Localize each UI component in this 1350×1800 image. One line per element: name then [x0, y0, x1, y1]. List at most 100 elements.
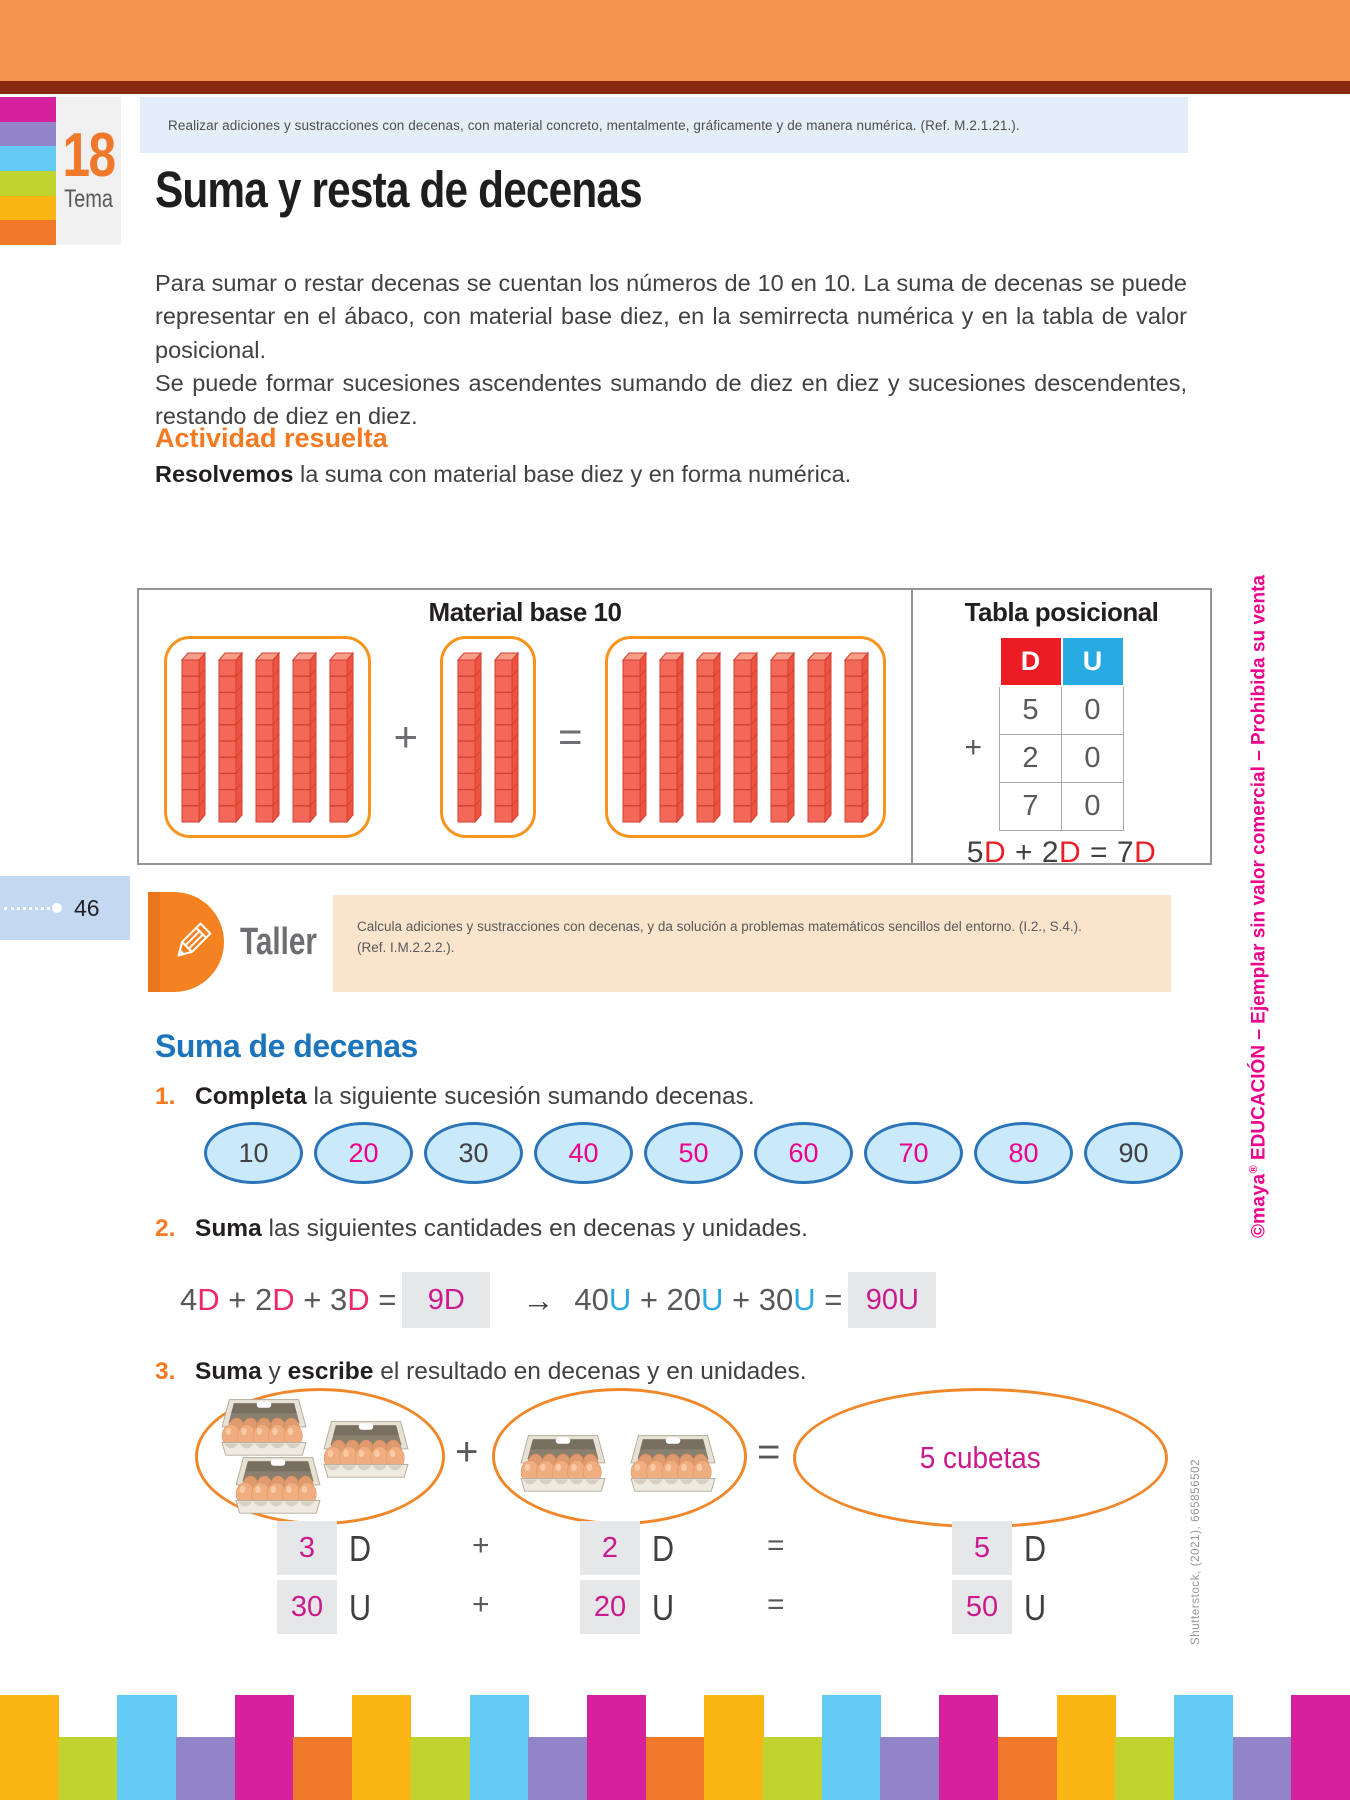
- header-band: [0, 0, 1350, 81]
- sequence-oval: 90: [1084, 1122, 1183, 1184]
- footer-bar: [645, 1737, 705, 1800]
- place-value-cell: 0: [1061, 685, 1124, 735]
- exercise-3-number: 3.: [155, 1358, 176, 1385]
- base10-rod: [769, 651, 795, 823]
- base10-rod: [621, 651, 647, 823]
- base10-rod: [218, 651, 244, 823]
- place-value-title: Tabla posicional: [964, 597, 1159, 627]
- place-value-cell: 0: [1061, 734, 1124, 783]
- tema-label: Tema: [64, 185, 113, 214]
- answer-box-3d[interactable]: 3: [277, 1521, 337, 1575]
- place-value-header: U: [1060, 636, 1125, 687]
- footer-bar: [1232, 1737, 1292, 1800]
- footer-bar: [821, 1695, 881, 1800]
- base10-rod: [658, 651, 684, 823]
- sequence-oval[interactable]: 80: [974, 1122, 1073, 1184]
- sequence-oval[interactable]: 60: [754, 1122, 853, 1184]
- answer-box-20u[interactable]: 20: [580, 1580, 640, 1634]
- material-base10-title: Material base 10: [428, 597, 622, 627]
- egg-group-2: [492, 1388, 747, 1525]
- diagram-equals-sign: =: [757, 1430, 781, 1474]
- base10-rod: [732, 651, 758, 823]
- answer-box-5d[interactable]: 5: [952, 1521, 1012, 1575]
- egg-carton: [520, 1435, 606, 1492]
- sequence-oval[interactable]: 50: [644, 1122, 743, 1184]
- answer-box-50u[interactable]: 50: [952, 1580, 1012, 1634]
- footer-bar: [704, 1695, 764, 1800]
- answer-box-90u[interactable]: 90U: [848, 1272, 937, 1328]
- publisher-watermark: ©maya® EDUCACIÓN – Ejemplar sin valor co…: [1248, 575, 1270, 1238]
- color-stripe: [0, 146, 56, 172]
- place-value-cell: 0: [1061, 782, 1124, 831]
- arrow-icon: →: [522, 1281, 555, 1318]
- section-heading: Suma de decenas: [155, 1028, 418, 1064]
- place-value-cell: 5: [999, 685, 1062, 735]
- base10-rod: [255, 651, 281, 823]
- base10-rod: [181, 651, 207, 823]
- tens-unit-label: D: [651, 1528, 675, 1569]
- exercise-2-text: Suma las siguientes cantidades en decena…: [195, 1215, 808, 1242]
- sequence-oval[interactable]: 20: [314, 1122, 413, 1184]
- sequence-oval[interactable]: 40: [534, 1122, 633, 1184]
- footer-bar: [939, 1695, 999, 1800]
- footer-bar: [234, 1695, 294, 1800]
- place-value-header: D: [998, 636, 1063, 687]
- answer-row-tens: 3 D + 2 D = 5 D: [155, 1521, 1190, 1577]
- exercise-3-text: Suma y escribe el resultado en decenas y…: [195, 1358, 807, 1385]
- tema-number: 18: [62, 120, 117, 190]
- footer-bar: [997, 1737, 1057, 1800]
- place-value-cell: 2: [999, 734, 1062, 783]
- equation-tens: 4D + 2D + 3D =: [180, 1282, 397, 1317]
- answer-box-9d[interactable]: 9D: [402, 1272, 491, 1328]
- exercise-2-heading: 2. Suma las siguientes cantidades en dec…: [155, 1215, 808, 1243]
- material-base10-panel: Material base 10 + =: [139, 590, 913, 863]
- sequence-oval: 10: [204, 1122, 303, 1184]
- exercise-1-heading: 1. Completa la siguiente sucesión sumand…: [155, 1083, 755, 1111]
- base10-rod: [695, 651, 721, 823]
- sequence-oval[interactable]: 70: [864, 1122, 963, 1184]
- egg-carton: [221, 1399, 307, 1456]
- sequence-oval: 30: [424, 1122, 523, 1184]
- exercise-3-heading: 3. Suma y escribe el resultado en decena…: [155, 1358, 807, 1386]
- row-equals-sign: =: [767, 1588, 785, 1621]
- footer-bar: [293, 1737, 353, 1800]
- number-sequence: 10 20 30 40 50 60 70 80 90: [204, 1122, 1183, 1184]
- result-ellipse[interactable]: 5 cubetas: [793, 1388, 1168, 1528]
- footer-bar: [469, 1695, 529, 1800]
- tema-badge: 18 Tema: [56, 97, 121, 245]
- curriculum-reference-text: Realizar adiciones y sustracciones con d…: [168, 117, 1020, 133]
- color-stripe: [0, 171, 56, 196]
- footer-bar: [1115, 1737, 1175, 1800]
- rod-group-5: [164, 636, 372, 838]
- pencil-icon: [177, 922, 212, 957]
- leader-dot: [52, 903, 62, 913]
- maya-logo: maya: [1248, 1173, 1270, 1224]
- exercise-1-number: 1.: [155, 1083, 176, 1110]
- exercise-2-number: 2.: [155, 1215, 176, 1242]
- base10-rod: [494, 651, 519, 823]
- answer-box-2d[interactable]: 2: [580, 1521, 640, 1575]
- base10-rod: [457, 651, 482, 823]
- place-value-cell: 7: [999, 782, 1062, 831]
- footer-bar: [58, 1737, 118, 1800]
- taller-banner: Taller: [148, 892, 339, 992]
- tens-unit-label: D: [348, 1528, 372, 1569]
- image-credit: Shutterstock, (2021), 665856502: [1190, 1458, 1202, 1645]
- color-stripe: [0, 195, 56, 221]
- plus-sign: +: [393, 713, 418, 760]
- egg-group-3: [195, 1388, 445, 1525]
- place-value-equation: 5D + 2D = 7D: [966, 836, 1157, 869]
- taller-description-box: Calcula adiciones y sustracciones con de…: [333, 895, 1171, 992]
- egg-carton-diagram: + = 5 cubetas: [155, 1388, 1190, 1528]
- answer-box-30u[interactable]: 30: [277, 1580, 337, 1634]
- footer-bar: [176, 1737, 236, 1800]
- egg-carton: [323, 1421, 409, 1478]
- rod-group-7: [604, 636, 886, 838]
- intro-paragraph-1: Para sumar o restar decenas se cuentan l…: [155, 269, 1187, 363]
- taller-label: Taller: [240, 920, 317, 963]
